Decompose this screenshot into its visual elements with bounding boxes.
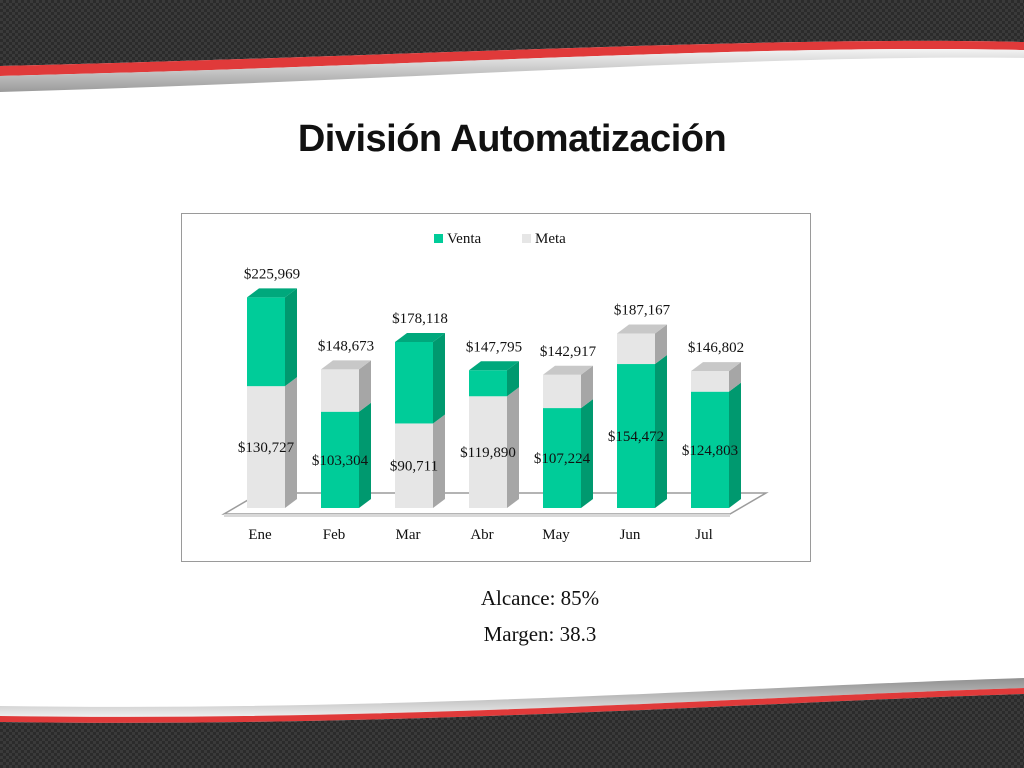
bar-meta-jun [617, 333, 655, 365]
bar-meta-abr [469, 396, 507, 508]
bar-meta-ene [247, 386, 285, 508]
bar-top-jul [691, 362, 741, 372]
x-tick-feb: Feb [323, 527, 346, 543]
total-label-feb: $148,673 [318, 338, 374, 354]
page-title: División Automatización [297, 118, 727, 160]
data-label-meta-abr: $119,890 [460, 445, 516, 461]
header-band [0, 0, 1024, 100]
x-tick-mar: Mar [396, 527, 421, 543]
x-tick-may: May [542, 527, 570, 543]
legend-label-meta: Meta [535, 231, 566, 247]
bar-top-may [543, 365, 593, 375]
bar-top-mar [395, 332, 445, 342]
bar-meta-feb [321, 369, 359, 412]
bar-side-meta-jun [655, 324, 667, 365]
bar-venta-may [543, 408, 581, 508]
margen-stat: Margen: 38.3 [483, 622, 597, 646]
bar-side-venta-may [581, 399, 593, 508]
bar-side-meta-mar [433, 414, 445, 508]
total-label-ene: $225,969 [244, 266, 300, 282]
bar-meta-jul [691, 371, 729, 392]
total-label-mar: $178,118 [392, 311, 448, 327]
bar-top-abr [469, 361, 519, 371]
footer-band [0, 672, 1024, 768]
bar-side-venta-ene [285, 288, 297, 387]
total-label-may: $142,917 [540, 344, 597, 360]
total-label-jun: $187,167 [614, 303, 671, 319]
bar-side-venta-mar [433, 332, 445, 424]
bar-meta-mar [395, 423, 433, 508]
bar-side-meta-feb [359, 360, 371, 412]
bar-meta-may [543, 374, 581, 409]
data-label-venta-feb: $103,304 [312, 453, 369, 469]
total-label-jul: $146,802 [688, 340, 744, 356]
bar-top-jun [617, 324, 667, 334]
bar-venta-mar [395, 341, 433, 424]
data-label-venta-jul: $124,803 [682, 443, 738, 459]
bar-side-venta-jul [729, 382, 741, 508]
bar-side-meta-jul [729, 362, 741, 392]
bar-top-feb [321, 360, 371, 370]
x-tick-jul: Jul [695, 527, 713, 543]
alcance-stat: Alcance: 85% [480, 586, 600, 610]
data-label-venta-may: $107,224 [534, 451, 591, 467]
x-tick-abr: Abr [470, 527, 493, 543]
data-label-meta-mar: $90,711 [390, 459, 438, 475]
bar-side-venta-feb [359, 402, 371, 508]
bar-venta-ene [247, 297, 285, 387]
bar-side-meta-may [581, 365, 593, 409]
bar-venta-jun [617, 364, 655, 508]
bar-venta-feb [321, 411, 359, 508]
data-label-meta-ene: $130,727 [238, 440, 295, 456]
bar-venta-abr [469, 370, 507, 397]
x-tick-jun: Jun [620, 527, 641, 543]
bar-side-venta-abr [507, 361, 519, 397]
data-label-venta-jun: $154,472 [608, 429, 664, 445]
chart-container: $130,727 $225,969 Ene $103,304 $148,673 Feb $9… [181, 213, 811, 562]
bar-chart: $130,727 $225,969 Ene $103,304 $148,673 Feb $9… [221, 231, 769, 543]
legend-swatch-venta [434, 234, 443, 243]
legend-label-venta: Venta [447, 231, 481, 247]
legend-swatch-meta [522, 234, 531, 243]
chart-floor-edge [224, 514, 730, 517]
x-tick-ene: Ene [248, 527, 272, 543]
bar-top-ene [247, 288, 297, 298]
bar-side-venta-jun [655, 355, 667, 508]
total-label-abr: $147,795 [466, 339, 522, 355]
bar-venta-jul [691, 391, 729, 508]
bar-side-meta-ene [285, 377, 297, 508]
bar-side-meta-abr [507, 387, 519, 508]
